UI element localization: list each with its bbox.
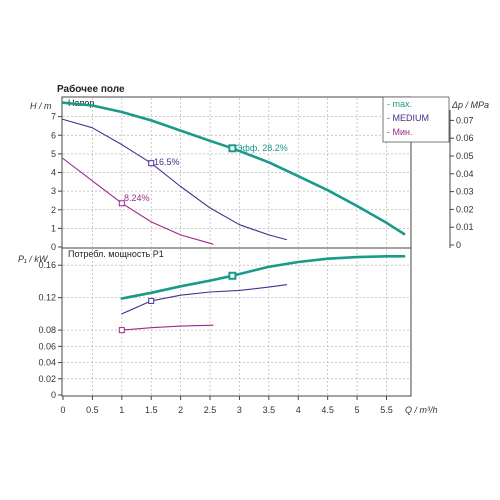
pressure-tick-label: 0 — [456, 240, 461, 250]
power-y-tick-label: 0.08 — [38, 325, 56, 335]
head-curve-min — [62, 157, 214, 245]
x-tick-label: 4 — [296, 405, 301, 415]
power-marker-max — [228, 271, 237, 280]
x-tick-label: 0.5 — [86, 405, 99, 415]
power-panel: Потребл. мощность P1 P₁ / kW 0 0.02 0.04 0.… — [18, 247, 412, 400]
power-y-tick-label: 0 — [51, 390, 56, 400]
chart-title: Рабочее поле — [57, 83, 125, 95]
power-curve-max — [120, 254, 406, 300]
head-y-tick-label: 5 — [51, 149, 56, 159]
power-curve-medium — [121, 284, 288, 315]
power-y-tick-label: 0.04 — [38, 358, 56, 368]
head-curve-medium — [62, 118, 288, 241]
legend: - max. - MEDIUM - Мин. — [382, 96, 450, 143]
head-y-tick-label: 3 — [51, 186, 56, 196]
head-y-tick-label: 0 — [51, 242, 56, 252]
x-tick-label: 3.5 — [263, 405, 276, 415]
max-efficiency-label: Эфф. 28.2% — [236, 143, 288, 153]
power-marker-min — [118, 327, 125, 334]
power-y-tick-label: 0.06 — [38, 341, 56, 351]
head-y-tick-label: 2 — [51, 205, 56, 215]
x-tick-label: 2 — [178, 405, 183, 415]
head-panel-label: Напор — [68, 98, 94, 108]
pressure-tick-label: 0.03 — [456, 187, 474, 197]
legend-box — [382, 96, 450, 143]
legend-item-min: - Мин. — [387, 127, 413, 137]
power-curve-min — [121, 324, 214, 331]
x-tick-label: 0 — [60, 405, 65, 415]
legend-item-max: - max. — [387, 99, 412, 109]
power-panel-frame — [61, 247, 412, 397]
x-tick-label: 4.5 — [321, 405, 334, 415]
power-panel-label: Потребл. мощность P1 — [68, 249, 164, 259]
head-y-tick-label: 4 — [51, 168, 56, 178]
head-marker-min — [118, 200, 125, 207]
x-tick-label: 2.5 — [204, 405, 217, 415]
pressure-tick-label: 0.04 — [456, 169, 474, 179]
x-tick-label: 1.5 — [145, 405, 158, 415]
head-y-tick-label: 6 — [51, 130, 56, 140]
power-y-tick-label: 0.12 — [38, 293, 56, 303]
pressure-tick-label: 0.02 — [456, 204, 474, 214]
x-tick-label: 3 — [237, 405, 242, 415]
pressure-tick-label: 0.05 — [456, 151, 474, 161]
pressure-axis-label: Δp / MPa — [451, 100, 489, 110]
head-y-tick-label: 1 — [51, 223, 56, 233]
medium-efficiency-label: 16.5% — [154, 157, 180, 167]
head-y-tick-label: 7 — [51, 112, 56, 122]
power-y-axis-label: P₁ / kW — [18, 254, 49, 264]
pressure-tick-label: 0.01 — [456, 222, 474, 232]
x-axis-label: Q / m³/h — [405, 405, 438, 415]
head-marker-max — [228, 144, 237, 153]
legend-item-medium: - MEDIUM — [387, 113, 429, 123]
x-tick-label: 5.5 — [380, 405, 393, 415]
x-tick-label: 5 — [355, 405, 360, 415]
power-y-tick-label: 0.02 — [38, 374, 56, 384]
head-curve-max — [61, 101, 406, 236]
power-marker-medium — [148, 297, 155, 304]
head-marker-medium — [148, 160, 155, 167]
head-panel: Напор H / m Δp / MPa 0 1 2 3 4 5 6 7 0 0.01 0.02 0.… — [30, 96, 489, 252]
pressure-tick-label: 0.06 — [456, 133, 474, 143]
power-y-tick-label: 0.16 — [38, 260, 56, 270]
x-tick-label: 1 — [119, 405, 124, 415]
head-y-axis-label: H / m — [30, 101, 52, 111]
min-efficiency-label: 8.24% — [124, 193, 150, 203]
pressure-tick-label: 0.07 — [456, 115, 474, 125]
